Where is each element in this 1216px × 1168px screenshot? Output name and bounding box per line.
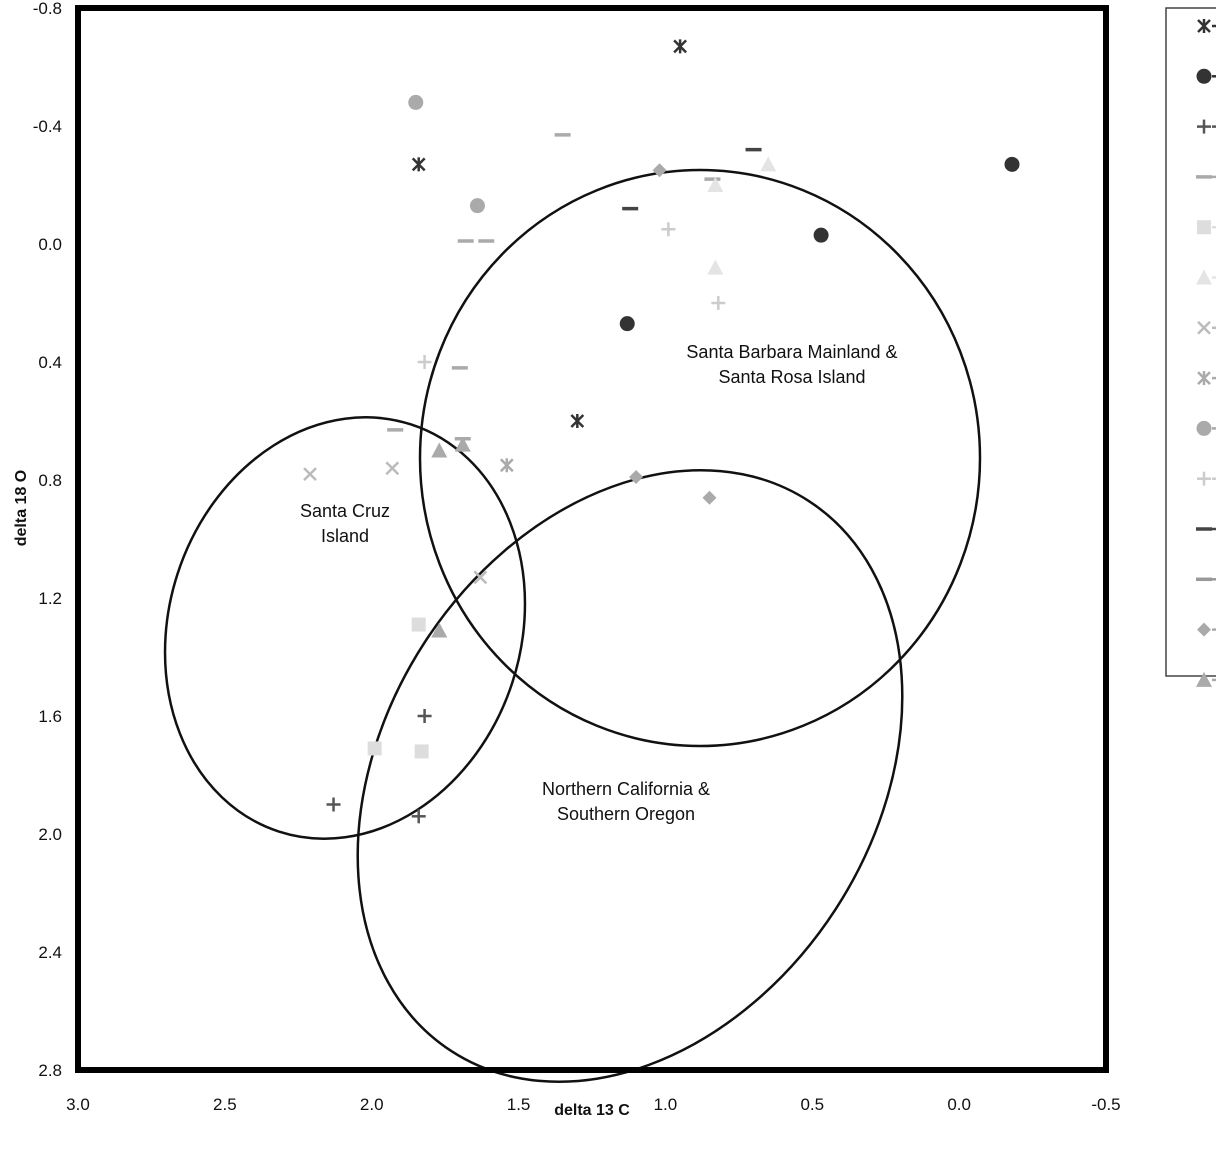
legend-marker (1196, 68, 1212, 84)
data-point (619, 316, 635, 332)
data-point (707, 259, 724, 275)
y-tick-label: 0.0 (38, 235, 62, 254)
data-point (702, 490, 717, 505)
region-label: Island (321, 526, 369, 546)
x-tick-label: 0.0 (947, 1095, 971, 1114)
legend-box (1165, 7, 1216, 677)
x-tick-label: -0.5 (1091, 1095, 1120, 1114)
region-ellipse (163, 416, 527, 840)
legend-marker (1196, 420, 1212, 436)
plot-frame (75, 5, 1109, 1073)
region-ellipses: Santa Barbara Mainland & Santa Rosa Islan… (163, 168, 982, 1083)
legend-marker (1197, 622, 1211, 637)
legend-marker (1197, 320, 1211, 335)
legend-marker (1197, 119, 1211, 134)
y-tick-label: 2.4 (38, 943, 62, 962)
region-label: Santa Rosa Island (718, 367, 865, 387)
data-point (661, 222, 676, 237)
legend (1165, 7, 1216, 687)
data-point (411, 809, 426, 824)
legend-marker (1197, 19, 1211, 33)
y-tick-label: 1.6 (38, 707, 62, 726)
x-tick-label: 3.0 (66, 1095, 90, 1114)
region-label: Northern California & (542, 779, 710, 799)
data-point (367, 741, 382, 756)
data-points (303, 39, 1020, 824)
data-point (414, 744, 429, 759)
x-tick-label: 1.5 (507, 1095, 531, 1114)
legend-marker (1197, 471, 1211, 486)
data-point (499, 458, 514, 473)
data-point (326, 797, 341, 812)
data-point (303, 467, 317, 481)
data-point (431, 442, 448, 458)
data-point (652, 163, 667, 178)
data-point (707, 177, 724, 192)
y-tick-label: 2.8 (38, 1061, 62, 1080)
x-tick-label: 1.0 (654, 1095, 678, 1114)
y-axis-title: delta 18 O (13, 470, 30, 546)
x-axis-title: delta 13 C (554, 1102, 630, 1119)
y-tick-label: 0.4 (38, 353, 62, 372)
region-ellipse (356, 469, 904, 1083)
data-point (570, 414, 585, 428)
data-point (411, 617, 426, 632)
y-tick-label: 1.2 (38, 589, 62, 608)
data-point (469, 198, 485, 214)
data-point (417, 355, 432, 369)
legend-marker (1197, 220, 1211, 235)
data-point (385, 461, 400, 476)
y-tick-label: 0.8 (38, 471, 62, 490)
y-tick-label: -0.8 (33, 0, 62, 18)
data-point (411, 157, 426, 172)
data-point (760, 156, 777, 172)
x-tick-label: 2.5 (213, 1095, 237, 1114)
region-ellipse (418, 168, 982, 748)
y-tick-label: -0.4 (33, 117, 62, 136)
x-tick-label: 0.5 (800, 1095, 824, 1114)
data-point (454, 436, 471, 452)
data-point (417, 709, 432, 723)
data-point (473, 570, 488, 585)
data-point (431, 622, 448, 638)
data-point (673, 39, 687, 54)
data-point (813, 227, 829, 243)
data-point (629, 470, 644, 485)
data-point (1004, 156, 1020, 172)
x-tick-label: 2.0 (360, 1095, 384, 1114)
legend-marker (1196, 671, 1212, 687)
data-point (408, 94, 424, 110)
legend-marker (1196, 269, 1212, 285)
data-point (711, 296, 726, 310)
axis-ticks: 3.0 2.5 2.0 1.5 1.0 0.5 0.0 -0.5 -0.8 -0.4 0.0 0.4 0… (33, 0, 1121, 1114)
region-label: Southern Oregon (557, 804, 695, 824)
y-tick-label: 2.0 (38, 825, 62, 844)
legend-marker (1197, 371, 1211, 386)
region-label: Santa Barbara Mainland & (686, 342, 897, 362)
region-label: Santa Cruz (300, 501, 390, 521)
